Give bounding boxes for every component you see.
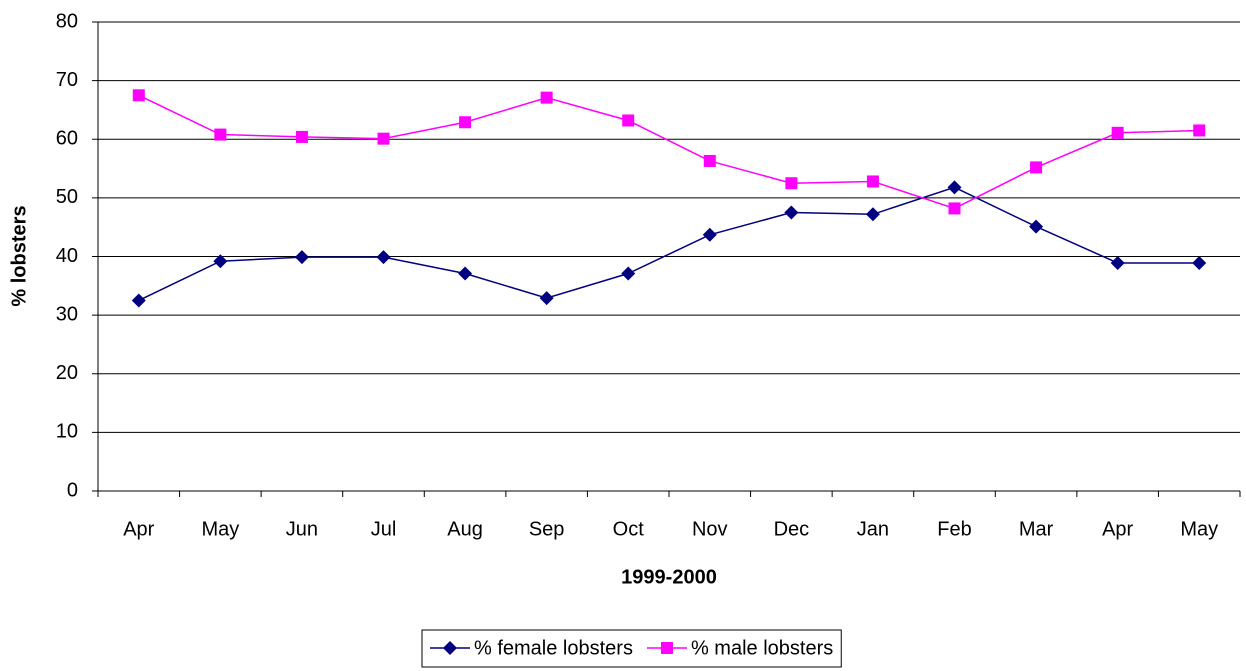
x-tick-label: Dec [774, 518, 810, 540]
marker [376, 250, 391, 265]
marker [1110, 255, 1125, 270]
y-tick-label: 10 [56, 421, 78, 443]
marker [1192, 255, 1207, 270]
marker [458, 266, 473, 281]
series-line [138, 186, 1200, 302]
x-tick-label: Aug [447, 518, 483, 540]
x-tick-label: Jan [857, 518, 889, 540]
x-tick-label: Jun [286, 518, 318, 540]
marker [131, 293, 146, 308]
marker [784, 205, 799, 220]
marker [621, 266, 636, 281]
marker [785, 177, 798, 190]
marker [377, 132, 390, 145]
x-axis-title: 1999-2000 [621, 566, 717, 588]
x-tick-label: May [1180, 518, 1218, 540]
marker [132, 89, 145, 102]
marker [540, 91, 553, 104]
legend: % female lobsters % male lobsters [421, 629, 842, 668]
x-tick-label: Apr [1102, 518, 1133, 540]
y-tick-label: 30 [56, 303, 78, 325]
marker [295, 130, 308, 143]
marker [294, 250, 309, 265]
x-tick-label: Nov [692, 518, 728, 540]
y-tick-label: 80 [56, 10, 78, 32]
marker [1193, 124, 1206, 137]
x-tick-label: Sep [529, 518, 565, 540]
marker [214, 128, 227, 141]
marker [1029, 219, 1044, 234]
x-tick-label: May [201, 518, 239, 540]
marker [443, 641, 457, 655]
y-tick-label: 50 [56, 186, 78, 208]
y-tick-label: 40 [56, 245, 78, 267]
marker [1030, 161, 1043, 174]
marker [660, 642, 673, 654]
x-tick-label: Jul [371, 518, 397, 540]
series-line [138, 94, 1200, 210]
marker [702, 227, 717, 242]
y-tick-label: 70 [56, 69, 78, 91]
marker [865, 207, 880, 222]
marker [459, 116, 472, 129]
legend-box [421, 629, 842, 668]
marker [947, 180, 962, 195]
x-tick-label: Oct [613, 518, 645, 540]
x-tick-label: Mar [1019, 518, 1054, 540]
legend-label: % female lobsters [474, 637, 633, 659]
x-tick-label: Feb [937, 518, 971, 540]
x-tick-label: Apr [123, 518, 154, 540]
marker [213, 254, 228, 269]
y-tick-label: 0 [67, 479, 78, 501]
y-tick-label: 20 [56, 362, 78, 384]
y-axis-title: % lobsters [8, 205, 30, 306]
marker [948, 202, 961, 215]
marker [1111, 126, 1124, 139]
y-tick-label: 60 [56, 128, 78, 150]
legend-label: % male lobsters [691, 637, 833, 659]
marker [703, 154, 716, 167]
marker [866, 175, 879, 188]
marker [622, 114, 635, 127]
marker [539, 291, 554, 306]
